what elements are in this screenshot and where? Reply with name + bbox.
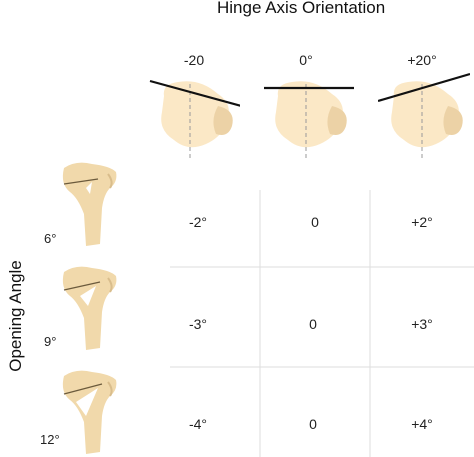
cell-12-plus20: +4° — [411, 416, 433, 432]
row-label-6: 6° — [44, 231, 57, 246]
row-label-12: 12° — [40, 432, 60, 447]
column-label-0: 0° — [299, 52, 313, 68]
chart-title: Hinge Axis Orientation — [217, 0, 386, 17]
cell-12-minus20: -4° — [188, 416, 208, 432]
cell-6-minus20: -2° — [188, 214, 208, 230]
cell-6-plus20: +2° — [411, 214, 433, 230]
row-label-9: 9° — [44, 334, 57, 349]
side-axis-label: Opening Angle — [6, 260, 25, 372]
plateau-diagram-0 — [264, 81, 354, 160]
cell-9-0: 0 — [309, 316, 317, 332]
tibia-model-12 — [62, 370, 117, 454]
cell-9-plus20: +3° — [411, 316, 433, 332]
column-label-minus20: -20 — [183, 52, 205, 68]
results-grid — [170, 190, 474, 457]
cell-12-0: 0 — [309, 416, 317, 432]
plateau-diagram-minus20 — [149, 79, 240, 160]
cell-9-minus20: -3° — [188, 316, 208, 332]
tibia-model-6 — [62, 162, 117, 246]
plateau-diagram-plus20 — [378, 72, 470, 160]
column-label-plus20: +20° — [407, 52, 437, 68]
cell-6-0: 0 — [311, 214, 319, 230]
tibia-model-9 — [62, 266, 117, 350]
